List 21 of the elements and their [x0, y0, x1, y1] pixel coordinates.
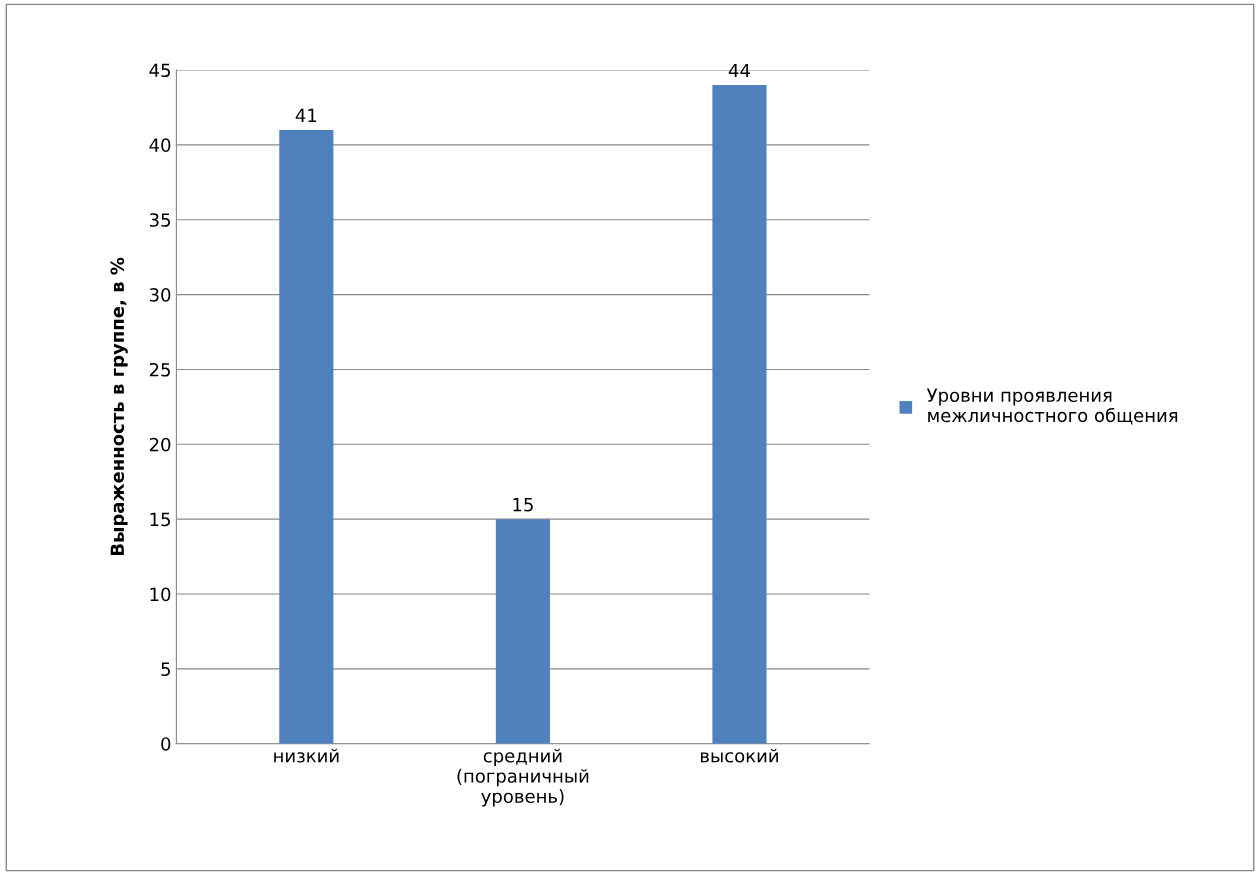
legend-label: Уровни проявления межличностного общения — [926, 388, 1178, 425]
y-tick-label: 10 — [150, 587, 171, 602]
data-label: 41 — [295, 108, 317, 122]
y-tick-label: 30 — [149, 288, 171, 302]
data-label: 44 — [728, 63, 750, 78]
bar — [279, 129, 334, 744]
bar — [712, 84, 767, 744]
data-label: 15 — [513, 498, 533, 512]
y-tick-label: 35 — [149, 213, 170, 227]
y-tick-label: 40 — [149, 138, 171, 152]
x-tick-label: высокий — [700, 748, 778, 763]
bar — [495, 519, 550, 744]
y-tick-label: 0 — [161, 737, 171, 751]
y-axis-title: Выраженность в группе, в % — [110, 257, 128, 556]
x-tick-label: средний (пограничный уровень) — [457, 748, 589, 807]
y-tick-label: 20 — [149, 437, 171, 452]
y-tick-label: 15 — [150, 512, 170, 527]
y-tick-label: 45 — [149, 63, 170, 78]
y-tick-label: 5 — [161, 662, 170, 677]
x-tick-label: низкий — [274, 748, 339, 763]
y-tick-label: 25 — [149, 362, 170, 377]
